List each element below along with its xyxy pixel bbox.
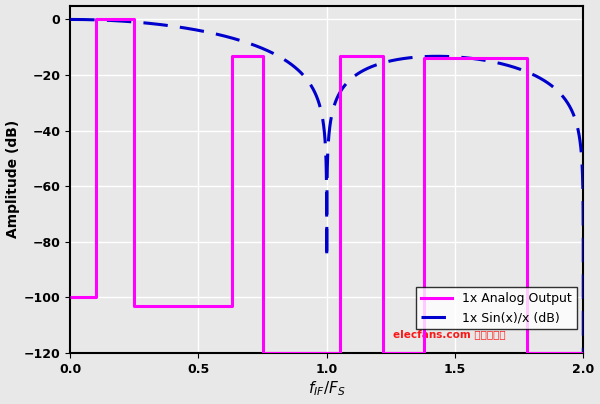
Text: elecfans.com 电子发烧友: elecfans.com 电子发烧友 — [394, 329, 506, 339]
X-axis label: $f_{IF}/F_S$: $f_{IF}/F_S$ — [308, 380, 346, 398]
Legend: 1x Analog Output, 1x Sin(x)/x (dB): 1x Analog Output, 1x Sin(x)/x (dB) — [416, 287, 577, 329]
Y-axis label: Amplitude (dB): Amplitude (dB) — [5, 120, 20, 238]
